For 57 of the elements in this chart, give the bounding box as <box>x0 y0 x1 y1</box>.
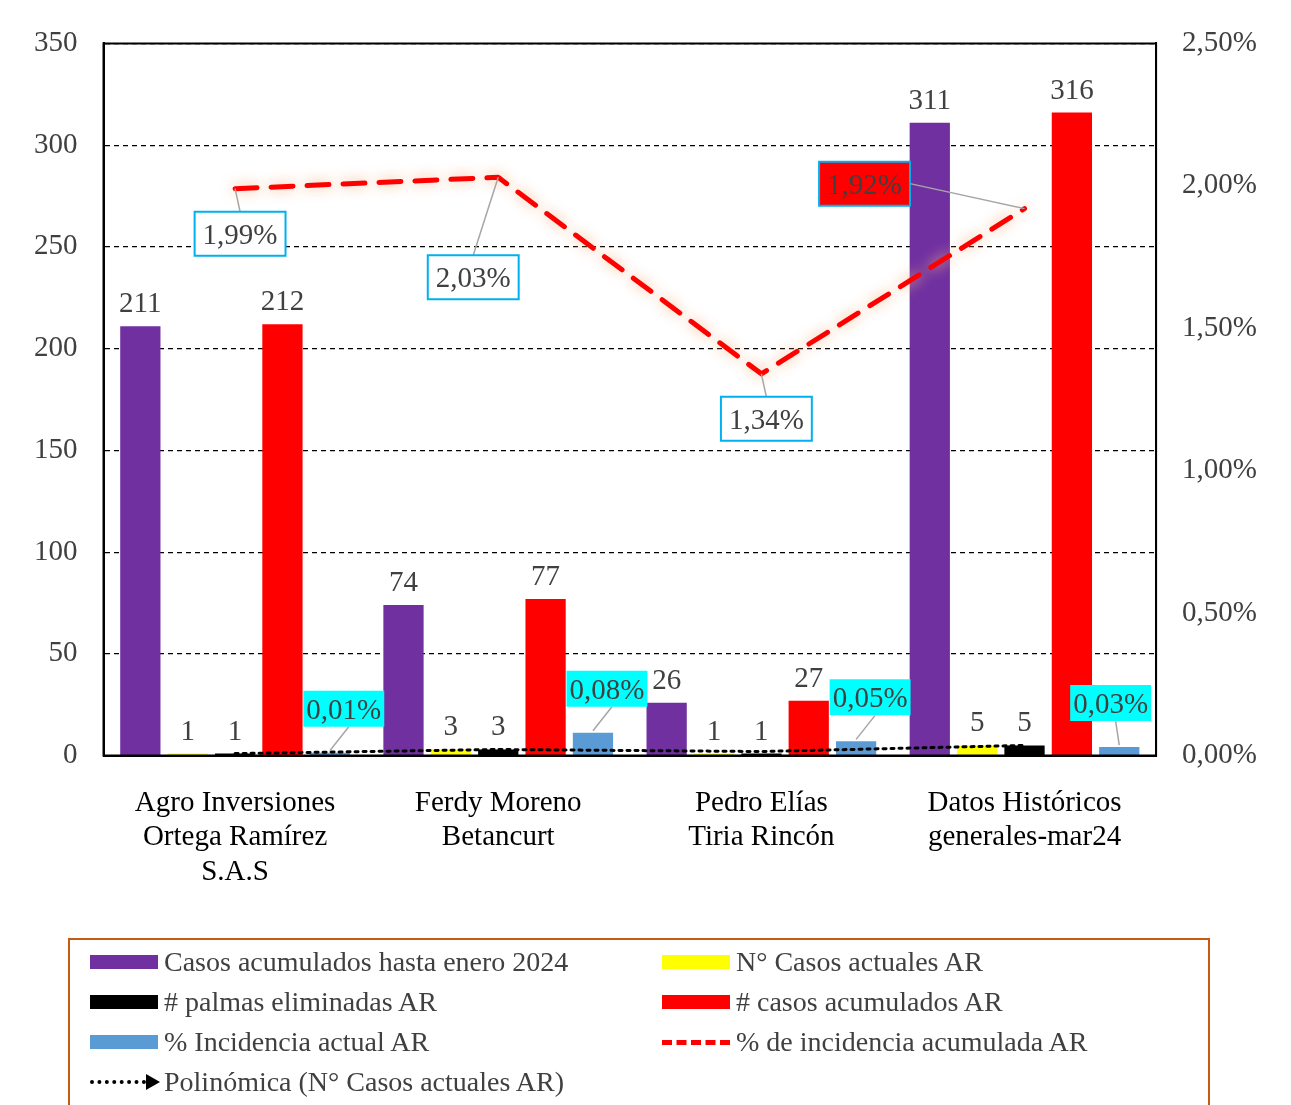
data-label: 0,03% <box>1073 687 1149 720</box>
legend-label: N° Casos actuales AR <box>736 946 983 978</box>
data-label: 74 <box>388 565 419 598</box>
y2-tick-label: 1,00% <box>1182 452 1258 485</box>
y-tick-label: 150 <box>34 431 78 464</box>
data-label: 5 <box>969 705 985 738</box>
y2-tick-label: 0,50% <box>1182 594 1258 627</box>
data-label: 1 <box>706 713 722 746</box>
x-tick-label: Datos Históricos generales-mar24 <box>927 784 1122 852</box>
x-tick-label: Ferdy Moreno Betancurt <box>414 784 582 852</box>
x-tick-label: Pedro Elías Tiria Rincón <box>688 784 836 852</box>
y2-tick-label: 1,50% <box>1182 309 1258 342</box>
y-tick-label: 350 <box>34 25 78 58</box>
bar <box>1099 747 1140 756</box>
data-label: 3 <box>490 709 506 742</box>
data-label: 311 <box>908 82 951 115</box>
y2-tick-label: 2,00% <box>1182 167 1258 200</box>
data-label: 26 <box>652 662 682 695</box>
data-label: 0,05% <box>832 681 908 714</box>
bar <box>525 598 566 755</box>
bar <box>788 700 829 755</box>
y-tick-label: 100 <box>34 533 78 566</box>
data-label: 0,08% <box>569 672 645 705</box>
y-tick-label: 200 <box>34 330 78 363</box>
data-label: 1 <box>227 713 243 746</box>
data-label: 1 <box>180 713 195 746</box>
data-label: 211 <box>119 286 162 319</box>
data-label: 0,01% <box>306 692 382 725</box>
y-tick-label: 250 <box>34 228 78 261</box>
y-tick-label: 50 <box>48 635 78 668</box>
y2-tick-label: 0,00% <box>1182 737 1258 770</box>
legend-label: % Incidencia actual AR <box>164 1026 430 1058</box>
legend-label: % de incidencia acumulada AR <box>736 1026 1088 1058</box>
data-label: 316 <box>1050 72 1094 105</box>
data-label: 212 <box>260 284 305 317</box>
y-tick-label: 300 <box>34 126 78 159</box>
data-label: 1 <box>754 713 769 746</box>
data-label: 5 <box>1017 705 1032 738</box>
legend-label: # casos acumulados AR <box>736 986 1003 1018</box>
y2-tick-label: 2,50% <box>1182 25 1258 58</box>
data-label: 3 <box>443 709 459 742</box>
data-label: 27 <box>794 660 824 693</box>
legend-label: Polinómica (N° Casos actuales AR) <box>164 1066 565 1098</box>
bar <box>909 122 950 755</box>
bar <box>120 326 161 755</box>
legend-label: # palmas eliminadas AR <box>164 986 437 1018</box>
data-label: 77 <box>531 558 561 591</box>
data-label: 2,03% <box>435 261 511 294</box>
bar <box>646 702 687 755</box>
legend-label: Casos acumulados hasta enero 2024 <box>164 946 569 978</box>
data-label: 1,92% <box>827 167 902 200</box>
x-tick-label: Agro Inversiones Ortega Ramírez S.A.S <box>134 784 336 887</box>
data-label: 1,34% <box>728 402 804 435</box>
bar <box>262 324 303 755</box>
bar <box>383 605 424 755</box>
data-label: 1,99% <box>202 217 278 250</box>
y-tick-label: 0 <box>63 737 78 770</box>
